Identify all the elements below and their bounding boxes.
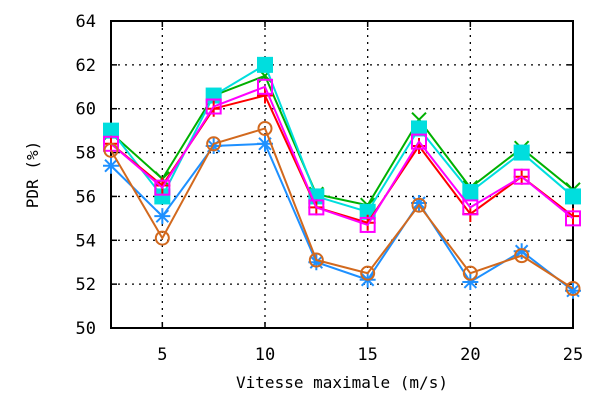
grid-lines bbox=[111, 21, 573, 328]
series-1 bbox=[103, 68, 581, 213]
x-tick-label: 5 bbox=[157, 345, 167, 365]
data-point bbox=[513, 243, 530, 260]
data-point bbox=[513, 144, 530, 161]
y-tick-label: 50 bbox=[76, 319, 96, 339]
data-point bbox=[462, 265, 478, 281]
y-tick-label: 56 bbox=[76, 187, 96, 207]
data-point bbox=[205, 98, 222, 115]
data-point bbox=[257, 135, 273, 152]
y-tick-label: 60 bbox=[76, 100, 96, 120]
data-point bbox=[411, 120, 427, 137]
series-2 bbox=[103, 56, 581, 220]
plot-frame bbox=[110, 20, 574, 329]
data-point bbox=[206, 136, 222, 152]
data-point bbox=[462, 199, 479, 216]
x-tick-label: 10 bbox=[255, 345, 275, 365]
series-group bbox=[103, 56, 581, 299]
x-tick-label: 20 bbox=[460, 345, 480, 365]
axis-ticks: 50 52 54 56 58 60 62 64 5 10 15 20 25 bbox=[76, 12, 584, 365]
series-6 bbox=[103, 120, 581, 297]
data-point bbox=[411, 197, 427, 213]
data-point bbox=[154, 179, 171, 196]
series-line bbox=[110, 127, 574, 290]
data-point bbox=[154, 188, 171, 205]
y-tick-label: 54 bbox=[76, 231, 96, 251]
y-axis-label: PDR (%) bbox=[23, 141, 42, 208]
data-point bbox=[308, 252, 324, 268]
y-tick-label: 64 bbox=[76, 12, 96, 32]
data-point bbox=[103, 122, 119, 139]
data-point bbox=[154, 230, 170, 246]
data-point bbox=[411, 195, 427, 212]
data-point bbox=[514, 248, 530, 264]
data-point bbox=[360, 265, 376, 281]
data-point bbox=[359, 216, 376, 233]
data-point bbox=[257, 120, 273, 136]
series-4 bbox=[103, 78, 581, 233]
series-line bbox=[110, 142, 574, 292]
data-point bbox=[308, 254, 325, 271]
series-5 bbox=[103, 135, 581, 299]
data-point bbox=[103, 142, 119, 158]
data-point bbox=[513, 168, 530, 185]
data-point bbox=[565, 188, 581, 205]
x-tick-label: 15 bbox=[357, 345, 377, 365]
y-tick-label: 62 bbox=[76, 56, 96, 76]
data-point bbox=[103, 157, 119, 174]
x-tick-label: 25 bbox=[563, 345, 583, 365]
series-line bbox=[110, 74, 574, 207]
data-point bbox=[462, 273, 479, 290]
data-point bbox=[308, 199, 325, 216]
data-point bbox=[565, 281, 581, 297]
x-axis-label: Vitesse maximale (m/s) bbox=[236, 373, 448, 392]
series-line bbox=[110, 85, 574, 227]
y-tick-label: 58 bbox=[76, 144, 96, 164]
data-point bbox=[257, 87, 273, 104]
data-point bbox=[154, 208, 171, 225]
data-point bbox=[205, 137, 222, 154]
data-point bbox=[565, 210, 581, 227]
data-point bbox=[565, 282, 581, 299]
data-point bbox=[411, 133, 427, 150]
data-point bbox=[257, 56, 273, 73]
y-tick-label: 52 bbox=[76, 275, 96, 295]
data-point bbox=[462, 184, 479, 201]
data-point bbox=[257, 78, 273, 95]
